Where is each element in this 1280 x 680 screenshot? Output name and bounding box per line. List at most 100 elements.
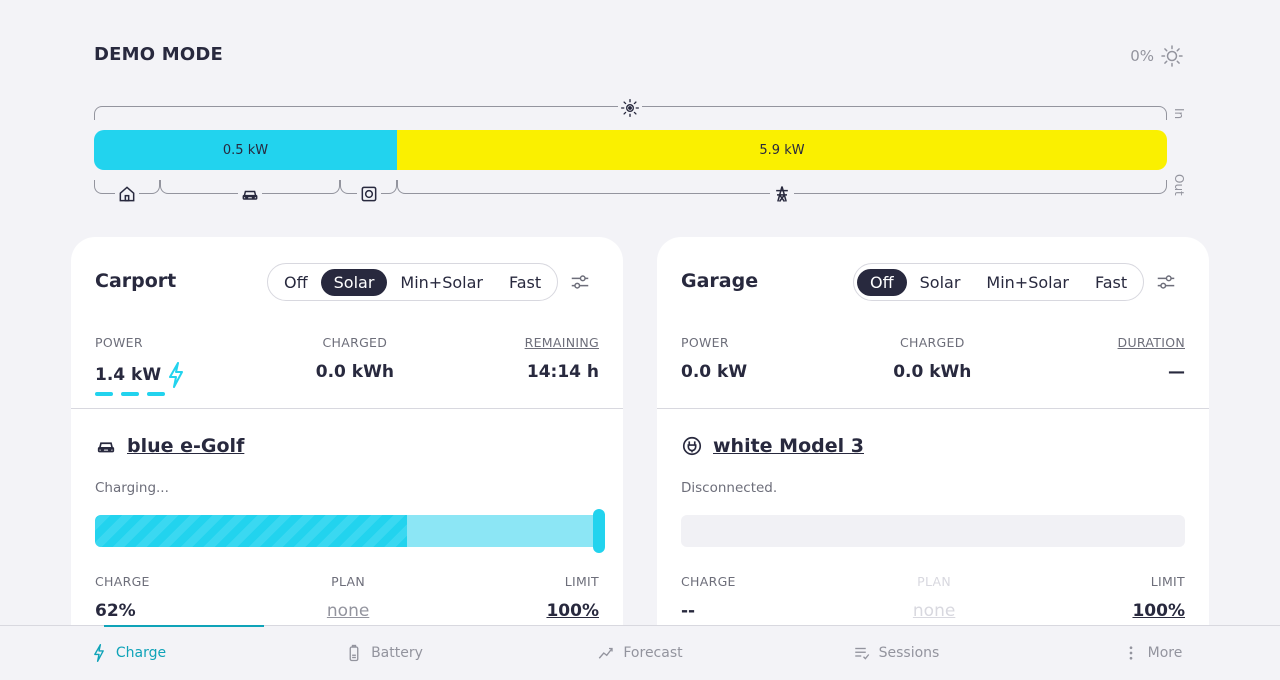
- plan-value[interactable]: none: [326, 601, 370, 621]
- mode-minsolar-button[interactable]: Min+Solar: [400, 272, 483, 292]
- power-tower-icon: [776, 186, 788, 202]
- energy-flow[interactable]: In 0.5 kW 5.9 kW Out: [94, 96, 1194, 206]
- vehicle-row[interactable]: white Model 3: [681, 435, 864, 457]
- limit-value[interactable]: 100%: [1132, 601, 1185, 621]
- more-vertical-icon: [1129, 646, 1132, 660]
- solar-indicator[interactable]: 0%: [1130, 44, 1184, 68]
- mode-solar-button[interactable]: Solar: [919, 272, 961, 292]
- lightning-icon: [169, 362, 184, 388]
- limit-value[interactable]: 100%: [546, 601, 599, 621]
- power-bar[interactable]: 0.5 kW 5.9 kW: [94, 130, 1167, 170]
- nav-sessions-label: Sessions: [878, 645, 940, 661]
- battery-icon: [361, 186, 377, 202]
- power-label: POWER: [95, 335, 143, 350]
- charge-value: --: [681, 601, 696, 621]
- home-icon-wrap: [115, 182, 139, 206]
- car-icon: [242, 190, 258, 200]
- limit-label: LIMIT: [1150, 574, 1185, 589]
- limit-handle[interactable]: [593, 509, 605, 553]
- charged-label: CHARGED: [899, 335, 965, 350]
- soc-progress-bar[interactable]: [95, 509, 605, 553]
- mode-off-button[interactable]: Off: [857, 268, 907, 296]
- vehicle-status: Disconnected.: [681, 480, 778, 496]
- home-icon: [119, 186, 135, 202]
- nav-charge-label: Charge: [115, 645, 167, 661]
- duration-stat[interactable]: DURATION —: [1118, 335, 1185, 382]
- charge-value: 62%: [95, 601, 136, 621]
- remaining-stat[interactable]: REMAINING 14:14 h: [525, 335, 599, 388]
- sun-icon: [1161, 45, 1183, 67]
- settings-sliders-icon[interactable]: [1155, 271, 1177, 293]
- plan-label: PLAN: [331, 574, 366, 589]
- charged-value: 0.0 kWh: [893, 362, 972, 382]
- limit-stat[interactable]: LIMIT 100%: [546, 574, 599, 621]
- loadpoint-card-carport: Carport Off Solar Min+Solar Fast POWER 1…: [71, 237, 623, 637]
- nav-forecast-label: Forecast: [623, 645, 683, 661]
- charged-stat: CHARGED 0.0 kWh: [893, 335, 971, 382]
- charge-label: CHARGE: [95, 574, 150, 589]
- nav-battery[interactable]: Battery: [256, 626, 512, 680]
- charging-indicator: [95, 392, 165, 396]
- loadpoint-stats: POWER 1.4 kW CHARGED 0.0 kWh REMAINING 1…: [95, 335, 599, 388]
- mode-fast-button[interactable]: Fast: [508, 272, 542, 292]
- nav-more-label: More: [1147, 645, 1183, 661]
- nav-more[interactable]: More: [1024, 626, 1280, 680]
- soc-progress-bar: [681, 515, 1185, 547]
- nav-sessions[interactable]: Sessions: [768, 626, 1024, 680]
- loadpoint-title: Garage: [681, 270, 759, 292]
- limit-label: LIMIT: [564, 574, 599, 589]
- page-title: DEMO MODE: [94, 44, 223, 65]
- active-tab-indicator: [104, 625, 264, 627]
- nav-forecast[interactable]: Forecast: [512, 626, 768, 680]
- in-label: In: [1172, 108, 1186, 120]
- charged-stat: CHARGED 0.0 kWh: [316, 335, 394, 388]
- grid-export-segment: 5.9 kW: [397, 130, 1167, 170]
- plan-value: none: [912, 601, 956, 621]
- forecast-icon: [599, 647, 614, 659]
- loadpoint-stats: POWER 0.0 kW CHARGED 0.0 kWh DURATION —: [681, 335, 1185, 382]
- power-stat: POWER 0.0 kW: [681, 335, 747, 382]
- duration-label[interactable]: DURATION: [1117, 335, 1185, 350]
- power-label: POWER: [681, 335, 729, 350]
- charged-value: 0.0 kWh: [315, 362, 394, 382]
- duration-value: —: [1168, 362, 1185, 382]
- charge-label: CHARGE: [681, 574, 736, 589]
- settings-sliders-icon[interactable]: [569, 271, 591, 293]
- charge-fill: [95, 515, 408, 547]
- mode-off-button[interactable]: Off: [284, 272, 308, 292]
- car-icon-wrap: [238, 182, 262, 206]
- remaining-label[interactable]: REMAINING: [524, 335, 599, 350]
- vehicle-stats: CHARGE 62% PLAN none LIMIT 100%: [95, 574, 599, 621]
- divider: [657, 408, 1209, 409]
- power-value: 0.0 kW: [681, 362, 748, 382]
- limit-stat[interactable]: LIMIT 100%: [1132, 574, 1185, 621]
- plug-icon: [682, 436, 702, 456]
- mode-selector: Off Solar Min+Solar Fast: [853, 263, 1145, 301]
- plan-stat: PLAN none: [913, 574, 955, 621]
- divider: [71, 408, 623, 409]
- vehicle-name-link[interactable]: white Model 3: [713, 435, 864, 457]
- bottom-nav: Charge Battery Forecast Sessions More: [0, 625, 1280, 680]
- out-label: Out: [1172, 174, 1186, 196]
- charge-stat: CHARGE --: [681, 574, 736, 621]
- vehicle-row[interactable]: blue e-Golf: [95, 435, 244, 457]
- grid-icon-wrap: [770, 182, 794, 206]
- battery-icon: [349, 644, 359, 662]
- nav-battery-label: Battery: [371, 645, 423, 661]
- loadpoint-card-garage: Garage Off Solar Min+Solar Fast POWER 0.…: [657, 237, 1209, 637]
- plan-stat[interactable]: PLAN none: [327, 574, 369, 621]
- vehicle-name-link[interactable]: blue e-Golf: [127, 435, 245, 457]
- mode-minsolar-button[interactable]: Min+Solar: [986, 272, 1069, 292]
- charged-label: CHARGED: [322, 335, 388, 350]
- remaining-value: 14:14 h: [526, 362, 599, 382]
- nav-charge[interactable]: Charge: [0, 626, 256, 680]
- mode-solar-button[interactable]: Solar: [320, 268, 388, 296]
- sun-icon: [621, 99, 639, 118]
- loadpoint-title: Carport: [95, 270, 177, 292]
- mode-fast-button[interactable]: Fast: [1094, 272, 1128, 292]
- battery-icon-wrap: [357, 182, 381, 206]
- vehicle-status: Charging...: [95, 480, 169, 496]
- solar-percent: 0%: [1130, 47, 1154, 65]
- vehicle-stats: CHARGE -- PLAN none LIMIT 100%: [681, 574, 1185, 621]
- power-stat: POWER 1.4 kW: [95, 335, 185, 388]
